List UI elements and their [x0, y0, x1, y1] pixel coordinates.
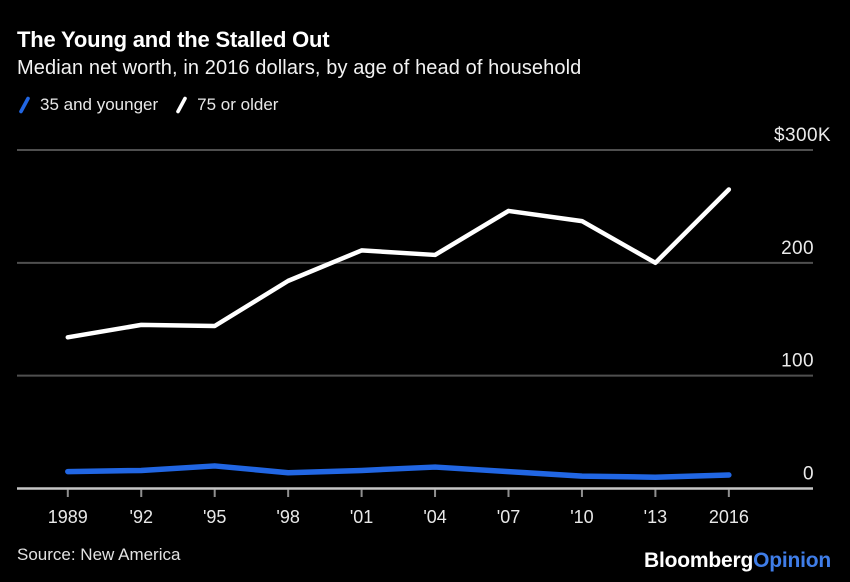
x-tick-label-2001: '01: [350, 507, 373, 527]
y-tick-label-200: 200: [781, 238, 814, 259]
blue-slash-icon: [19, 96, 30, 114]
legend-item-75-or-older: 75 or older: [175, 95, 278, 115]
legend-label-75-or-older: 75 or older: [197, 95, 279, 114]
x-tick-label-1992: '92: [130, 507, 153, 527]
x-tick-label-2004: '04: [423, 507, 446, 527]
y-tick-label-100: 100: [781, 351, 814, 372]
blue-slash-stroke: [19, 96, 30, 114]
white-slash-icon: [176, 96, 187, 114]
brand-opinion: Opinion: [753, 549, 831, 572]
series-line-75-or-older: [65, 187, 732, 340]
x-tick-label-2010: '10: [570, 507, 593, 527]
y-tick-label-300: $300K: [774, 125, 831, 146]
x-tick-label-2016: 2016: [709, 507, 749, 527]
legend-item-35-and-younger: 35 and younger: [18, 95, 158, 115]
x-tick-label-2013: '13: [644, 507, 667, 527]
white-slash-stroke: [176, 96, 187, 114]
series-line-35-and-younger: [65, 463, 732, 480]
chart-title: The Young and the Stalled Out: [17, 27, 330, 52]
bloomberg-opinion-logo: BloombergOpinion: [644, 549, 831, 573]
x-tick-label-1995: '95: [203, 507, 226, 527]
legend: 35 and younger 75 or older: [18, 95, 278, 115]
x-tick-label-2007: '07: [497, 507, 520, 527]
x-tick-label-1989: 1989: [48, 507, 88, 527]
legend-label-35-and-younger: 35 and younger: [40, 95, 159, 114]
source-credit: Source: New America: [17, 545, 181, 564]
brand-bloomberg: Bloomberg: [644, 549, 754, 572]
x-tick-label-1998: '98: [276, 507, 299, 527]
y-tick-label-0: 0: [803, 464, 814, 485]
chart-subtitle: Median net worth, in 2016 dollars, by ag…: [17, 57, 582, 79]
